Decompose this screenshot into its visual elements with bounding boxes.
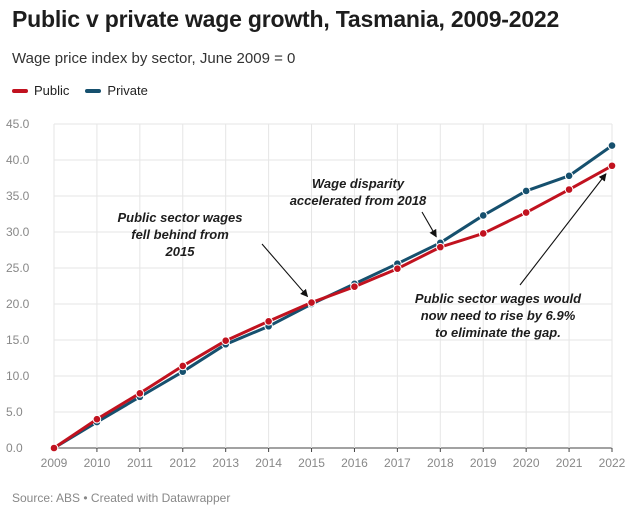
data-point-public bbox=[393, 264, 402, 274]
annotation-fell-behind-line: fell behind from bbox=[131, 227, 229, 242]
data-point-public bbox=[521, 208, 531, 217]
annotation-gap-arrow bbox=[519, 173, 607, 286]
y-tick-label: 15.0 bbox=[6, 333, 30, 347]
annotation-gap-line: to eliminate the gap. bbox=[435, 325, 561, 340]
annotation-disparity-line: Wage disparity bbox=[312, 176, 405, 191]
x-tick-label: 2010 bbox=[84, 456, 111, 470]
legend-label-public: Public bbox=[34, 83, 70, 98]
legend-swatch-public bbox=[12, 88, 28, 93]
x-tick-label: 2009 bbox=[41, 456, 68, 470]
source-footer: Source: ABS • Created with Datawrapper bbox=[12, 491, 231, 505]
x-tick-label: 2019 bbox=[470, 456, 497, 470]
x-tick-label: 2018 bbox=[427, 456, 454, 470]
x-tick-label: 2011 bbox=[127, 456, 153, 470]
series-line-public bbox=[52, 164, 614, 450]
annotation-fell-behind-line: Public sector wages bbox=[118, 210, 243, 225]
x-tick-label: 2015 bbox=[298, 456, 325, 470]
data-point-private bbox=[521, 186, 531, 196]
x-tick-label: 2016 bbox=[341, 456, 368, 470]
y-tick-label: 20.0 bbox=[6, 297, 30, 311]
annotation-gap-line: Public sector wages would bbox=[415, 291, 582, 306]
x-tick-label: 2022 bbox=[599, 456, 626, 470]
y-tick-label: 0.0 bbox=[6, 441, 23, 455]
data-point-public bbox=[478, 229, 488, 238]
legend-label-private: Private bbox=[107, 83, 148, 98]
annotation-disparity-arrow bbox=[421, 211, 437, 238]
data-point-public bbox=[221, 336, 230, 346]
annotation-fell-behind-arrow bbox=[261, 243, 309, 298]
data-point-public bbox=[135, 388, 145, 398]
data-point-public bbox=[178, 361, 188, 371]
legend-item-public: Public bbox=[12, 83, 69, 98]
legend-item-private: Private bbox=[85, 83, 148, 98]
annotation-fell-behind-line: 2015 bbox=[165, 244, 196, 259]
chart-title: Public v private wage growth, Tasmania, … bbox=[12, 6, 560, 32]
data-point-public bbox=[49, 443, 59, 453]
annotation-disparity-line: accelerated from 2018 bbox=[290, 193, 427, 208]
annotation-gap-line: now need to rise by 6.9% bbox=[421, 308, 576, 323]
y-tick-label: 45.0 bbox=[6, 117, 30, 131]
y-tick-label: 35.0 bbox=[6, 189, 30, 203]
data-point-public bbox=[564, 185, 574, 194]
data-point-public bbox=[92, 414, 102, 424]
x-tick-label: 2014 bbox=[255, 456, 282, 470]
data-point-public bbox=[436, 242, 445, 252]
chart-subtitle: Wage price index by sector, June 2009 = … bbox=[12, 50, 296, 67]
data-point-private bbox=[607, 141, 617, 150]
y-tick-label: 30.0 bbox=[6, 225, 30, 239]
data-point-public bbox=[607, 161, 617, 171]
data-point-private bbox=[564, 171, 574, 181]
x-tick-label: 2012 bbox=[169, 456, 196, 470]
y-tick-label: 10.0 bbox=[6, 369, 30, 383]
x-tick-label: 2021 bbox=[556, 456, 583, 470]
data-point-public bbox=[350, 282, 359, 292]
legend-swatch-private bbox=[85, 88, 102, 93]
y-tick-label: 25.0 bbox=[6, 261, 30, 275]
data-point-private bbox=[478, 211, 488, 220]
data-point-public bbox=[307, 298, 316, 307]
x-tick-label: 2017 bbox=[384, 456, 411, 470]
y-tick-label: 5.0 bbox=[6, 405, 23, 419]
x-tick-label: 2013 bbox=[212, 456, 239, 470]
y-tick-label: 40.0 bbox=[6, 153, 30, 167]
x-tick-label: 2020 bbox=[513, 456, 540, 470]
data-point-public bbox=[264, 316, 273, 326]
legend: Public Private bbox=[12, 83, 148, 98]
